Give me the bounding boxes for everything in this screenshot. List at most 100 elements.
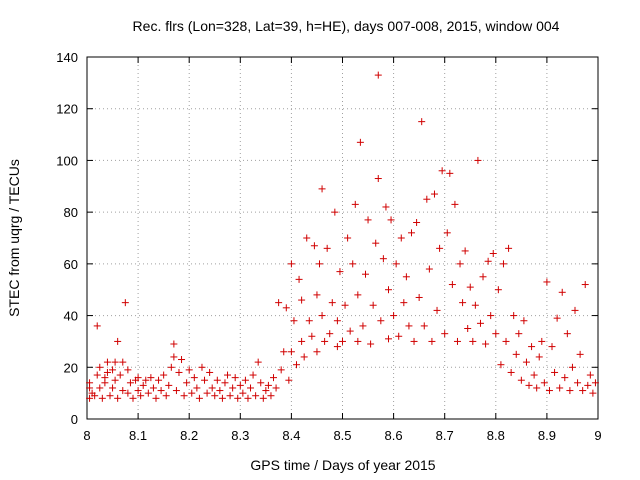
data-point xyxy=(392,260,400,268)
data-point xyxy=(147,374,155,382)
data-point xyxy=(510,312,518,320)
data-point xyxy=(144,389,152,397)
data-point xyxy=(121,299,129,307)
data-point xyxy=(433,306,441,314)
data-point xyxy=(149,384,157,392)
data-point xyxy=(517,376,525,384)
data-point xyxy=(275,299,283,307)
data-point xyxy=(430,190,438,198)
data-point xyxy=(420,322,428,330)
data-point xyxy=(310,242,318,250)
x-tick-label: 8.5 xyxy=(333,428,351,443)
data-point xyxy=(270,374,278,382)
data-point xyxy=(111,376,119,384)
data-point xyxy=(285,376,293,384)
data-point xyxy=(264,381,272,389)
data-point xyxy=(487,312,495,320)
x-tick-label: 8.1 xyxy=(129,428,147,443)
data-point xyxy=(456,260,464,268)
data-point xyxy=(415,293,423,301)
data-point xyxy=(298,337,306,345)
data-point xyxy=(109,366,117,374)
y-tick-label: 20 xyxy=(64,360,78,375)
data-point xyxy=(165,381,173,389)
data-point xyxy=(321,337,329,345)
data-point xyxy=(103,358,111,366)
data-point xyxy=(157,387,165,395)
data-point xyxy=(331,208,339,216)
data-point xyxy=(384,335,392,343)
data-point xyxy=(96,384,104,392)
data-point xyxy=(91,392,99,400)
data-point xyxy=(277,366,285,374)
data-point xyxy=(344,234,352,242)
data-point xyxy=(533,384,541,392)
data-point xyxy=(249,371,257,379)
data-point xyxy=(502,337,510,345)
data-point xyxy=(313,291,321,299)
data-point xyxy=(96,363,104,371)
data-point xyxy=(303,234,311,242)
data-point xyxy=(372,239,380,247)
data-point xyxy=(579,387,587,395)
data-point xyxy=(346,327,354,335)
data-point xyxy=(142,376,150,384)
data-point xyxy=(103,368,111,376)
data-point xyxy=(571,306,579,314)
data-point xyxy=(545,387,553,395)
data-point xyxy=(538,337,546,345)
data-point xyxy=(387,216,395,224)
data-point xyxy=(221,379,229,387)
data-point xyxy=(499,260,507,268)
data-point xyxy=(254,358,262,366)
data-point xyxy=(339,337,346,345)
data-point xyxy=(448,281,456,289)
data-point xyxy=(229,384,237,392)
data-point xyxy=(213,376,221,384)
x-tick-label: 8.3 xyxy=(231,428,249,443)
data-point xyxy=(298,296,306,304)
y-axis-label: STEC from uqrg / TECUs xyxy=(6,159,22,317)
data-point xyxy=(218,394,226,402)
data-point xyxy=(86,379,94,387)
data-point xyxy=(290,317,298,325)
y-tick-label: 140 xyxy=(56,50,78,65)
x-axis-label: GPS time / Days of year 2015 xyxy=(250,457,435,473)
data-point xyxy=(586,371,594,379)
data-point xyxy=(561,374,569,382)
x-tick-label: 8.2 xyxy=(180,428,198,443)
y-tick-label: 120 xyxy=(56,102,78,117)
data-point xyxy=(175,368,183,376)
data-point xyxy=(252,392,260,400)
data-point xyxy=(234,394,242,402)
data-point xyxy=(349,260,357,268)
data-point xyxy=(195,394,203,402)
data-point xyxy=(476,319,484,327)
data-point xyxy=(206,368,214,376)
data-point xyxy=(581,281,589,289)
data-point xyxy=(293,361,301,369)
data-point xyxy=(305,317,313,325)
y-tick-label: 0 xyxy=(71,412,78,427)
data-point xyxy=(423,195,431,203)
data-point xyxy=(459,299,467,307)
data-point xyxy=(193,384,201,392)
data-point xyxy=(114,337,122,345)
data-point xyxy=(466,283,474,291)
data-point xyxy=(328,299,336,307)
x-tick-label: 8 xyxy=(83,428,90,443)
data-point xyxy=(359,322,367,330)
data-point xyxy=(137,392,145,400)
data-point xyxy=(198,363,206,371)
data-point xyxy=(134,374,142,382)
data-point xyxy=(428,337,436,345)
data-point xyxy=(484,257,492,265)
data-point xyxy=(224,371,232,379)
data-point xyxy=(402,273,410,281)
data-point xyxy=(124,389,132,397)
data-point xyxy=(231,374,239,382)
data-point xyxy=(333,343,341,351)
x-tick-label: 8.6 xyxy=(385,428,403,443)
data-point xyxy=(86,394,94,402)
